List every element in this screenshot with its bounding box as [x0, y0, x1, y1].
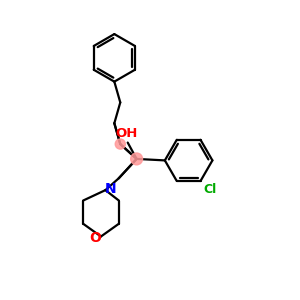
Circle shape	[115, 139, 125, 149]
Circle shape	[131, 153, 142, 165]
Text: Cl: Cl	[203, 183, 216, 196]
Text: OH: OH	[115, 127, 137, 140]
Text: O: O	[89, 231, 101, 245]
Text: N: N	[105, 182, 117, 196]
